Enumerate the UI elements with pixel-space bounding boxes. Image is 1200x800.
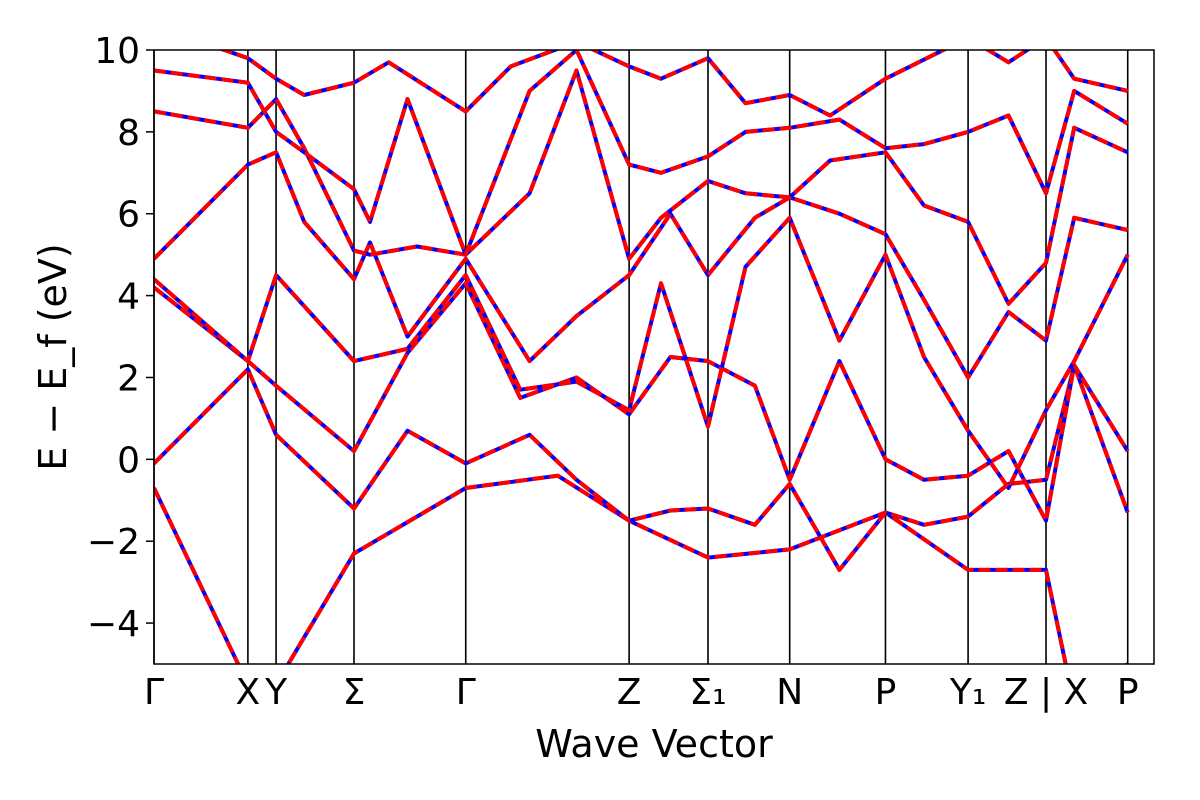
y-tick-label: 8 xyxy=(117,113,140,154)
band-line-fit xyxy=(154,68,1129,306)
band-line-fit xyxy=(154,150,1129,380)
band-line-fit xyxy=(154,363,1130,572)
band-line-calc xyxy=(154,68,1129,306)
band-line-calc xyxy=(154,150,1129,380)
x-tick-label: P xyxy=(875,672,897,713)
band-line-calc xyxy=(154,473,1128,664)
x-tick-label: Γ xyxy=(144,672,164,713)
band-line-fit xyxy=(154,215,1130,490)
y-tick-label: −2 xyxy=(87,522,140,563)
y-tick-label: 4 xyxy=(117,277,140,318)
band-line-calc xyxy=(154,50,1129,257)
y-axis-ticks: −4 −2 0 2 4 6 8 10 xyxy=(87,31,154,645)
band-lines xyxy=(154,50,1130,664)
x-tick-label: Z | X xyxy=(1004,672,1088,713)
band-line-fit xyxy=(154,281,1130,523)
y-tick-label: −4 xyxy=(87,604,140,645)
x-tick-label: N xyxy=(776,672,803,713)
y-tick-label: 6 xyxy=(117,195,140,236)
x-tick-label: Σ₁ xyxy=(689,672,726,713)
y-axis-title: E − E_f (eV) xyxy=(31,243,75,471)
x-tick-label: P xyxy=(1117,672,1139,713)
x-tick-label: X xyxy=(236,672,261,713)
x-axis-ticks: Γ X Y Σ Γ Z Σ₁ N P Y₁ Z | X P xyxy=(144,672,1139,713)
x-tick-label: Y₁ xyxy=(949,672,986,713)
x-tick-label: Y xyxy=(264,672,288,713)
band-line-calc xyxy=(154,281,1130,523)
x-tick-label: Σ xyxy=(343,672,366,713)
y-tick-label: 10 xyxy=(94,31,140,72)
x-axis-title: Wave Vector xyxy=(535,722,773,766)
y-tick-label: 0 xyxy=(117,440,140,481)
band-line-fit xyxy=(218,50,1129,118)
band-line-fit xyxy=(154,473,1128,664)
y-tick-label: 2 xyxy=(117,358,140,399)
plot-frame xyxy=(153,49,1155,665)
x-tick-label: Γ xyxy=(456,672,476,713)
x-tick-label: Z xyxy=(617,672,642,713)
band-line-fit xyxy=(154,50,1129,257)
